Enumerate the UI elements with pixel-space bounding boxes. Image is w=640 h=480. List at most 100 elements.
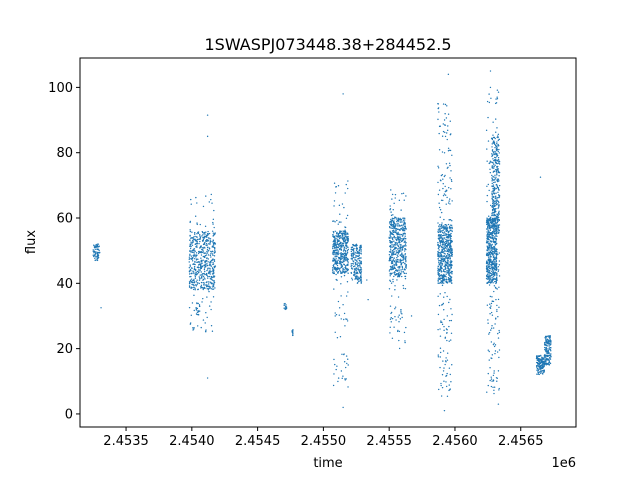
data-point [493,204,495,206]
data-point [487,349,489,351]
data-point [191,237,194,239]
data-point [343,274,346,277]
data-point [390,233,393,235]
data-point [446,132,448,134]
data-point [441,151,444,153]
data-point [548,347,550,349]
data-point [98,249,100,252]
data-point [496,96,498,98]
data-point [492,201,495,203]
data-point [489,223,491,225]
data-point [443,273,445,276]
data-point [494,258,497,260]
data-point [442,226,444,228]
data-point [497,187,500,189]
data-point [498,306,500,309]
data-point [444,337,446,339]
data-point [357,255,359,258]
data-point [341,257,343,260]
data-point [214,243,217,245]
data-point [206,286,208,288]
data-point [200,326,202,329]
data-point [441,267,443,270]
data-point [391,317,394,320]
data-point [196,238,199,241]
data-point [210,276,212,278]
data-point [493,262,495,264]
data-point [337,223,339,225]
data-point [491,227,493,229]
data-point [359,265,361,267]
data-point [339,269,341,272]
data-point [442,282,445,284]
data-point [347,187,349,190]
data-point [396,261,399,263]
data-point [209,287,211,289]
data-point [200,259,203,262]
data-point [445,228,447,230]
data-point [493,140,495,142]
data-point [486,252,488,254]
data-point [495,263,498,266]
data-point [191,242,193,244]
data-point [543,355,546,357]
data-point [393,266,396,269]
data-point [497,136,499,138]
data-point [491,314,494,316]
data-point [344,239,346,241]
data-point [550,343,552,345]
data-point [447,113,450,115]
data-point [439,244,441,247]
x-tick-label: 2.4560 [432,434,478,449]
data-point [198,263,201,265]
data-point [393,245,395,248]
data-point [449,244,452,246]
data-point [345,318,347,320]
data-point [188,267,191,269]
data-point [404,275,406,278]
data-point [491,276,493,279]
data-point [390,251,392,254]
data-point [497,162,500,164]
data-point [335,253,337,256]
data-point [210,265,213,267]
data-point [493,189,495,192]
data-point [336,264,339,267]
data-point [403,225,406,227]
data-point [212,235,214,237]
data-point [212,261,214,264]
data-point [497,316,499,318]
data-point [446,248,448,250]
data-point [536,373,538,375]
data-point [497,180,500,182]
data-point [449,264,452,267]
data-point [495,201,498,204]
data-point [446,129,449,132]
data-point [397,296,400,298]
data-point [450,263,453,266]
data-point [544,360,546,362]
data-point [353,247,355,250]
data-point [498,163,501,165]
data-point [444,268,446,271]
data-point [332,251,335,253]
data-point [191,302,194,304]
data-point [337,249,339,252]
data-point [193,236,195,238]
data-point [209,271,211,274]
data-point [195,252,198,254]
data-point [201,273,204,275]
data-point [192,327,194,329]
data-point [392,237,394,239]
data-point [354,265,356,267]
data-point [391,252,393,255]
data-point [393,275,395,278]
data-point [337,380,339,383]
data-point [341,265,343,267]
data-point [340,256,342,258]
data-point [450,277,452,279]
data-point [493,257,495,259]
data-point [447,237,450,239]
data-point [390,189,392,191]
data-point [486,253,488,256]
